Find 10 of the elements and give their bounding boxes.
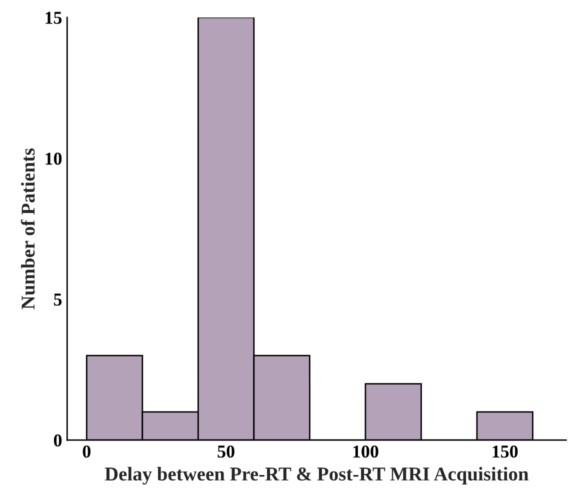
x-tick-label: 150 (492, 446, 518, 458)
y-tick-label: 15 (46, 12, 62, 24)
x-tick-label: 0 (82, 446, 90, 458)
y-tick-label: 10 (46, 152, 62, 165)
x-axis-title: Delay between Pre-RT & Post-RT MRI Acquisition (104, 466, 528, 485)
y-axis-title: Number of Patients (20, 148, 35, 310)
x-tick-label: 50 (218, 446, 234, 458)
y-tick-label: 0 (54, 434, 62, 447)
x-tick-label: 100 (353, 446, 378, 458)
y-tick-label: 5 (54, 294, 62, 306)
